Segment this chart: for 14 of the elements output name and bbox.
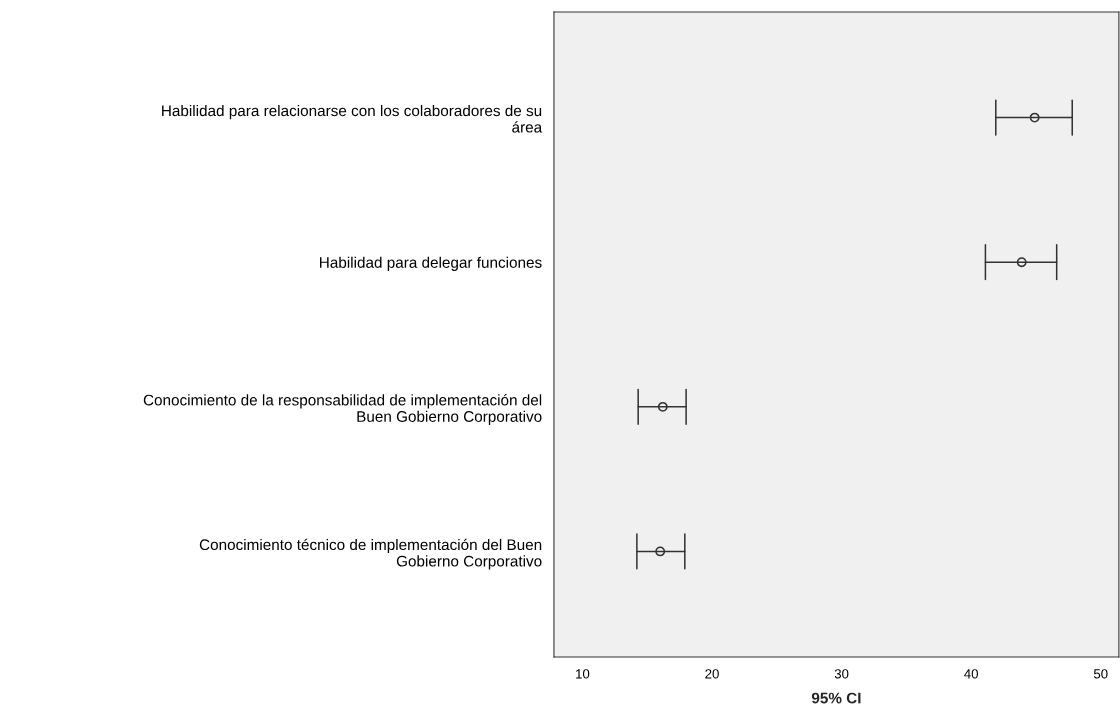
x-tick-label: 10 <box>576 669 590 679</box>
y-tick-label: Conocimiento de la responsabilidad de implementación del Buen Gobierno Corporativo <box>143 394 542 425</box>
point <box>655 546 666 557</box>
x-tick-label: 40 <box>964 669 978 679</box>
point <box>1029 112 1040 123</box>
x-tick-label: 20 <box>705 669 719 679</box>
y-tick-label: Habilidad para relacionarse con los colaboradores de su área <box>162 104 543 133</box>
x-axis-title: 95% CI <box>811 692 861 704</box>
x-tick-label: 50 <box>1093 669 1108 679</box>
point <box>657 401 668 412</box>
x-tick-label: 30 <box>834 669 849 679</box>
y-tick-label: Habilidad para delegar funciones <box>320 256 542 271</box>
point <box>1016 257 1027 268</box>
y-tick-label: Conocimiento técnico de implementación del Buen Gobierno Corporativo <box>199 538 542 570</box>
